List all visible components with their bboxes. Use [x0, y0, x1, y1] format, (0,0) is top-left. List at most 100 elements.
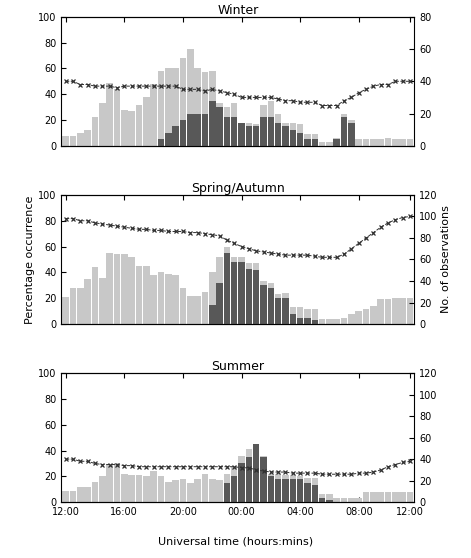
Bar: [377, 492, 384, 502]
Bar: [106, 253, 113, 324]
Bar: [275, 123, 282, 146]
Bar: [311, 309, 318, 324]
Bar: [275, 474, 282, 502]
Bar: [194, 479, 201, 502]
Bar: [370, 492, 377, 502]
Bar: [348, 314, 355, 324]
Bar: [407, 140, 414, 146]
Bar: [187, 483, 194, 502]
Bar: [245, 268, 252, 324]
Bar: [290, 123, 296, 146]
Bar: [136, 475, 142, 502]
Bar: [209, 71, 216, 146]
Bar: [260, 117, 267, 146]
Bar: [136, 104, 142, 146]
Bar: [70, 490, 76, 502]
Bar: [238, 464, 245, 502]
Bar: [304, 483, 311, 502]
Bar: [304, 318, 311, 324]
Bar: [106, 83, 113, 146]
Bar: [136, 266, 142, 324]
Bar: [62, 490, 69, 502]
Bar: [224, 483, 230, 502]
Bar: [275, 294, 282, 324]
Bar: [348, 123, 355, 146]
Bar: [319, 498, 325, 502]
Bar: [297, 124, 303, 146]
Bar: [106, 465, 113, 502]
Bar: [216, 103, 223, 146]
Bar: [165, 273, 171, 324]
Bar: [311, 478, 318, 502]
Bar: [253, 127, 260, 146]
Y-axis label: No. of observations: No. of observations: [440, 205, 451, 314]
Bar: [268, 477, 274, 502]
Bar: [275, 114, 282, 146]
Bar: [202, 474, 208, 502]
Bar: [99, 277, 106, 324]
Bar: [216, 283, 223, 324]
Bar: [260, 285, 267, 324]
Bar: [165, 69, 171, 146]
Bar: [114, 89, 120, 146]
Bar: [179, 58, 186, 146]
Bar: [179, 479, 186, 502]
Bar: [326, 319, 333, 324]
Bar: [341, 117, 348, 146]
Bar: [290, 479, 296, 502]
Bar: [216, 107, 223, 146]
Bar: [231, 103, 237, 146]
Bar: [268, 474, 274, 502]
Y-axis label: Percentage occurrence: Percentage occurrence: [25, 195, 35, 324]
Bar: [202, 292, 208, 324]
Bar: [165, 482, 171, 502]
Bar: [290, 314, 296, 324]
Bar: [290, 475, 296, 502]
Bar: [363, 309, 369, 324]
Bar: [121, 110, 128, 146]
Bar: [304, 309, 311, 324]
Bar: [158, 71, 164, 146]
Bar: [114, 254, 120, 324]
Bar: [253, 444, 260, 502]
Title: Summer: Summer: [211, 360, 264, 373]
Bar: [209, 100, 216, 146]
Bar: [282, 475, 289, 502]
Bar: [297, 133, 303, 146]
Bar: [268, 283, 274, 324]
Bar: [238, 257, 245, 324]
Bar: [150, 84, 157, 146]
Bar: [377, 140, 384, 146]
Bar: [187, 49, 194, 146]
Bar: [143, 266, 149, 324]
Bar: [260, 456, 267, 502]
Bar: [238, 456, 245, 502]
Bar: [172, 69, 179, 146]
Bar: [392, 492, 399, 502]
Bar: [245, 449, 252, 502]
Bar: [333, 138, 340, 146]
Bar: [245, 123, 252, 146]
Bar: [202, 114, 208, 146]
Bar: [268, 288, 274, 324]
Bar: [297, 479, 303, 502]
Bar: [202, 72, 208, 146]
Bar: [172, 127, 179, 146]
Bar: [392, 140, 399, 146]
Bar: [187, 114, 194, 146]
Bar: [392, 298, 399, 324]
Bar: [385, 138, 391, 146]
Bar: [326, 494, 333, 502]
Title: Winter: Winter: [217, 4, 259, 17]
Bar: [407, 298, 414, 324]
Bar: [311, 134, 318, 146]
Bar: [158, 140, 164, 146]
Bar: [231, 117, 237, 146]
Bar: [150, 471, 157, 502]
Bar: [92, 482, 98, 502]
Bar: [84, 131, 91, 146]
Bar: [77, 133, 83, 146]
Bar: [209, 479, 216, 502]
Bar: [319, 142, 325, 146]
Bar: [179, 288, 186, 324]
